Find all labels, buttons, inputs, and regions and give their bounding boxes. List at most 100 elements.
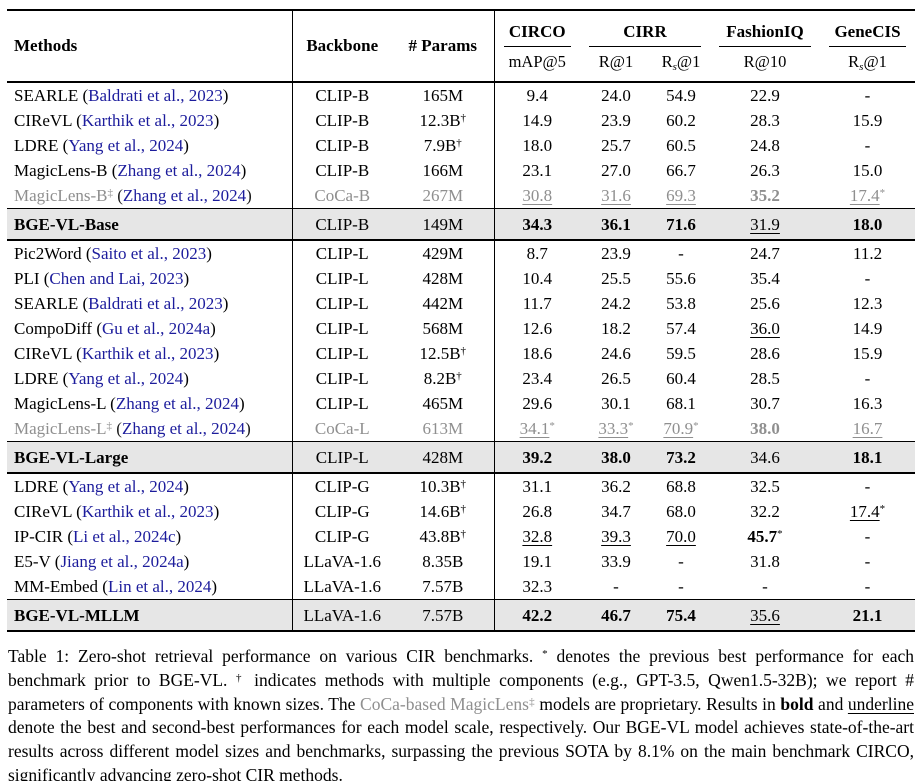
paren-close: ) bbox=[240, 161, 247, 180]
value-text: 31.6 bbox=[601, 186, 631, 205]
caption-segment: denotes the previous best performance fo… bbox=[8, 646, 914, 690]
value-cell: 45.7* bbox=[710, 524, 820, 549]
backbone-cell: CLIP-B bbox=[315, 86, 370, 105]
method-dagger-sup: ‡ bbox=[106, 420, 113, 432]
citation-link[interactable]: Saito et al., 2023 bbox=[91, 244, 207, 263]
value-text: 12.6 bbox=[522, 319, 553, 338]
citation-link[interactable]: Karthik et al., 2023 bbox=[81, 344, 214, 363]
value-cell: 71.6 bbox=[652, 209, 710, 241]
citation-link[interactable]: Karthik et al., 2023 bbox=[81, 111, 214, 130]
value-cell: 33.3* bbox=[580, 416, 652, 442]
citation-link[interactable]: Baldrati et al., 2023 bbox=[88, 86, 223, 105]
paren-close: ) bbox=[213, 344, 220, 363]
value-cell: 19.1 bbox=[494, 549, 580, 574]
value-text: 26.8 bbox=[522, 502, 553, 521]
value-cell: - bbox=[820, 473, 915, 499]
value-text: 26.3 bbox=[750, 161, 780, 180]
params-value: 12.5B bbox=[419, 344, 461, 363]
value-text: - bbox=[864, 577, 871, 596]
table-header: Methods Backbone # Params CIRCO CIRR Fashi… bbox=[7, 10, 916, 82]
value-cell: 18.6 bbox=[494, 341, 580, 366]
metric-subheader-text: @1 bbox=[676, 52, 701, 71]
value-cell: - bbox=[652, 574, 710, 600]
value-cell: 68.8 bbox=[652, 473, 710, 499]
value-cell: 36.1 bbox=[580, 209, 652, 241]
params-value: 267M bbox=[422, 186, 464, 205]
table-row: IP-CIR (Li et al., 2024c) CLIP-G 43.8B† 32.… bbox=[7, 524, 915, 549]
citation-link[interactable]: Jiang et al., 2024a bbox=[60, 552, 184, 571]
value-cell: 35.2 bbox=[710, 183, 820, 209]
params-cell: 165M bbox=[392, 82, 495, 108]
method-cell: BGE-VL-MLLM bbox=[7, 599, 293, 631]
citation-link[interactable]: Yang et al., 2024 bbox=[68, 369, 184, 388]
value-text: 42.2 bbox=[522, 605, 553, 625]
params-cell: 12.3B† bbox=[392, 108, 495, 133]
backbone-cell: CLIP-B bbox=[315, 214, 370, 234]
paren-open: ( bbox=[92, 319, 102, 338]
value-text: 30.8 bbox=[522, 186, 553, 205]
metric-subheader-text: @1 bbox=[863, 52, 887, 71]
method-name: BGE-VL-Large bbox=[14, 447, 129, 467]
params-value: 8.2B bbox=[423, 369, 457, 388]
value-text: 70.9 bbox=[663, 419, 694, 438]
params-cell: 442M bbox=[392, 291, 495, 316]
value-text: 54.9 bbox=[666, 86, 696, 105]
value-cell: 24.2 bbox=[580, 291, 652, 316]
paren-open: ( bbox=[112, 419, 122, 438]
paren-open: ( bbox=[71, 111, 82, 130]
citation-link[interactable]: Zhang et al., 2024 bbox=[122, 186, 247, 205]
backbone-cell: CLIP-L bbox=[315, 294, 369, 313]
backbone-cell: CoCa-L bbox=[314, 419, 370, 438]
method-cell: IP-CIR (Li et al., 2024c) bbox=[7, 524, 293, 549]
value-text: 32.3 bbox=[522, 577, 553, 596]
params-value: 166M bbox=[422, 161, 464, 180]
params-value: 7.57B bbox=[422, 577, 464, 596]
value-cell: - bbox=[820, 82, 915, 108]
value-text: - bbox=[864, 86, 871, 105]
value-cell: 34.3 bbox=[494, 209, 580, 241]
value-text: 10.4 bbox=[522, 269, 553, 288]
backbone-cell: CLIP-B bbox=[315, 111, 370, 130]
citation-link[interactable]: Yang et al., 2024 bbox=[68, 477, 184, 496]
params-value: 442M bbox=[422, 294, 464, 313]
method-cell: SEARLE (Baldrati et al., 2023) bbox=[7, 291, 293, 316]
paren-open: ( bbox=[58, 136, 69, 155]
backbone-cell: CLIP-L bbox=[315, 394, 369, 413]
value-cell: 38.0 bbox=[580, 442, 652, 474]
value-text: 60.5 bbox=[666, 136, 696, 155]
value-text: 12.3 bbox=[852, 294, 883, 313]
value-cell: 18.0 bbox=[494, 133, 580, 158]
citation-link[interactable]: Lin et al., 2024 bbox=[107, 577, 212, 596]
caption-segment: Table 1: Zero-shot retrieval performance… bbox=[8, 646, 543, 666]
value-cell: 25.6 bbox=[710, 291, 820, 316]
value-text: 70.0 bbox=[666, 527, 696, 546]
citation-link[interactable]: Gu et al., 2024a bbox=[102, 319, 211, 338]
citation-link[interactable]: Li et al., 2024c bbox=[73, 527, 176, 546]
citation-link[interactable]: Zhang et al., 2024 bbox=[115, 394, 240, 413]
citation-link[interactable]: Yang et al., 2024 bbox=[68, 136, 184, 155]
value-text: 68.0 bbox=[666, 502, 696, 521]
value-cell: 24.7 bbox=[710, 240, 820, 266]
citation-link[interactable]: Zhang et al., 2024 bbox=[121, 419, 246, 438]
value-text: 57.4 bbox=[666, 319, 696, 338]
citation-link[interactable]: Karthik et al., 2023 bbox=[81, 502, 214, 521]
citation-link[interactable]: Baldrati et al., 2023 bbox=[88, 294, 223, 313]
citation-link[interactable]: Chen and Lai, 2023 bbox=[49, 269, 184, 288]
metric-subheader: Rs@1 bbox=[820, 47, 915, 82]
method-name: IP-CIR bbox=[14, 527, 64, 546]
table-row: SEARLE (Baldrati et al., 2023) CLIP-L 442M… bbox=[7, 291, 915, 316]
column-header-methods: Methods bbox=[7, 10, 293, 82]
value-text: 36.2 bbox=[601, 477, 631, 496]
value-text: 35.2 bbox=[750, 186, 780, 205]
value-cell: 34.1* bbox=[494, 416, 580, 442]
citation-link[interactable]: Zhang et al., 2024 bbox=[117, 161, 241, 180]
method-name: BGE-VL-MLLM bbox=[14, 605, 140, 625]
params-value: 43.8B bbox=[419, 527, 461, 546]
value-cell: 10.4 bbox=[494, 266, 580, 291]
metric-subheader-text: R bbox=[661, 52, 673, 71]
value-text: 55.6 bbox=[666, 269, 696, 288]
value-cell: 36.2 bbox=[580, 473, 652, 499]
value-cell: 15.0 bbox=[820, 158, 915, 183]
params-dagger-sup: † bbox=[460, 503, 467, 515]
params-cell: 7.9B† bbox=[392, 133, 495, 158]
